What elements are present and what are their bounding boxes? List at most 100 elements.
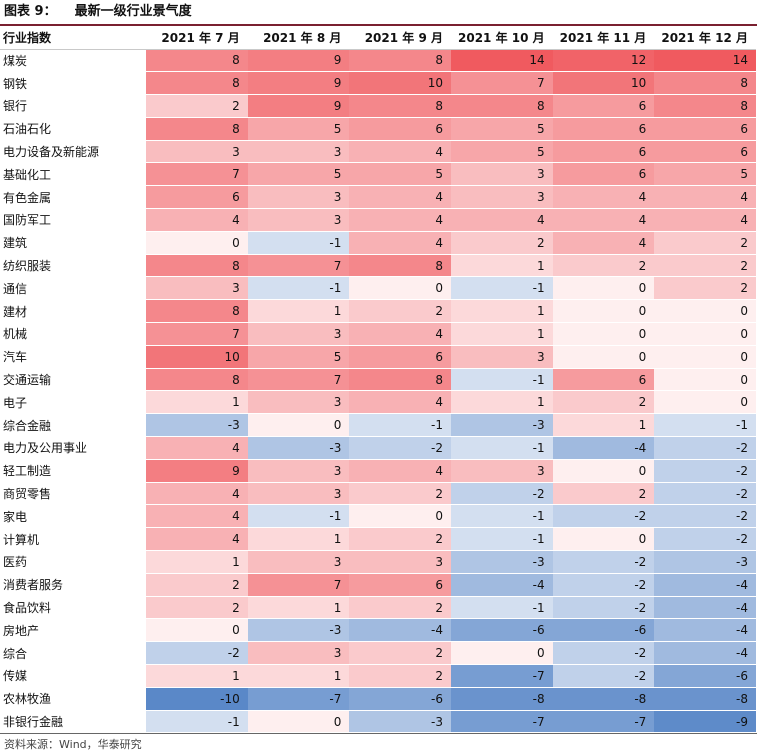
value-cell: 2 — [146, 573, 248, 597]
value-cell: -4 — [552, 436, 655, 460]
value-cell: -3 — [247, 618, 350, 643]
value-cell: 6 — [349, 345, 451, 369]
value-cell: -3 — [146, 413, 248, 438]
table-row: 煤炭 8 9 8 14 12 14 — [0, 49, 756, 73]
value-cell: 4 — [552, 185, 655, 210]
value-cell: 8 — [349, 368, 451, 392]
value-cell: 5 — [654, 162, 756, 187]
value-cell: -2 — [552, 504, 655, 529]
value-cell: -9 — [654, 710, 756, 734]
header-month: 2021 年 9 月 — [349, 27, 451, 50]
value-cell: 1 — [451, 299, 553, 324]
industry-name: 食品饮料 — [0, 596, 147, 620]
industry-name: 综合 — [0, 641, 147, 666]
table-row: 传媒 1 1 2 -7 -2 -6 — [0, 664, 756, 688]
value-cell: 4 — [349, 231, 451, 255]
header-month: 2021 年 11 月 — [552, 27, 655, 50]
value-cell: 7 — [451, 71, 553, 96]
value-cell: -7 — [451, 710, 553, 734]
value-cell: 0 — [247, 413, 350, 438]
value-cell: -1 — [451, 368, 553, 392]
value-cell: 2 — [654, 276, 756, 301]
value-cell: 2 — [146, 596, 248, 620]
value-cell: 9 — [146, 459, 248, 483]
value-cell: -1 — [451, 504, 553, 529]
industry-name: 国防军工 — [0, 208, 147, 232]
value-cell: 9 — [247, 71, 350, 96]
value-cell: 0 — [451, 641, 553, 666]
value-cell: -6 — [451, 618, 553, 643]
value-cell: 0 — [654, 299, 756, 324]
value-cell: 8 — [349, 49, 451, 73]
value-cell: 2 — [146, 94, 248, 118]
value-cell: 4 — [349, 390, 451, 415]
value-cell: 2 — [349, 641, 451, 666]
table-header-row: 行业指数 2021 年 7 月 2021 年 8 月 2021 年 9 月 2021 年… — [0, 27, 756, 50]
industry-name: 房地产 — [0, 618, 147, 643]
value-cell: -1 — [654, 413, 756, 438]
table-row: 非银行金融 -1 0 -3 -7 -7 -9 — [0, 710, 756, 734]
value-cell: 3 — [247, 322, 350, 346]
value-cell: 8 — [654, 94, 756, 118]
value-cell: 12 — [552, 49, 655, 73]
value-cell: 1 — [247, 596, 350, 620]
value-cell: -3 — [451, 550, 553, 574]
value-cell: -2 — [552, 573, 655, 597]
value-cell: 14 — [654, 49, 756, 73]
value-cell: 7 — [146, 322, 248, 346]
value-cell: 6 — [146, 185, 248, 210]
table-row: 交通运输 8 7 8 -1 6 0 — [0, 368, 756, 392]
value-cell: 4 — [349, 322, 451, 346]
value-cell: 5 — [349, 162, 451, 187]
value-cell: 4 — [349, 208, 451, 232]
industry-name: 电力设备及新能源 — [0, 140, 147, 164]
value-cell: 3 — [247, 208, 350, 232]
industry-heatmap-table: 行业指数 2021 年 7 月 2021 年 8 月 2021 年 9 月 2021 年… — [0, 27, 756, 734]
table-row: 食品饮料 2 1 2 -1 -2 -4 — [0, 596, 756, 620]
value-cell: 7 — [146, 162, 248, 187]
value-cell: 3 — [349, 550, 451, 574]
industry-name: 计算机 — [0, 527, 147, 552]
value-cell: -2 — [552, 596, 655, 620]
value-cell: 0 — [552, 322, 655, 346]
value-cell: 4 — [146, 527, 248, 552]
value-cell: -2 — [451, 482, 553, 506]
value-cell: 3 — [451, 162, 553, 187]
value-cell: 0 — [552, 299, 655, 324]
value-cell: 9 — [247, 94, 350, 118]
industry-name: 银行 — [0, 94, 147, 118]
value-cell: 8 — [146, 117, 248, 141]
value-cell: 4 — [552, 231, 655, 255]
value-cell: 6 — [654, 117, 756, 141]
value-cell: 3 — [247, 140, 350, 164]
header-industry: 行业指数 — [0, 27, 147, 50]
title-rule — [0, 24, 757, 26]
table-row: 商贸零售 4 3 2 -2 2 -2 — [0, 482, 756, 506]
value-cell: 1 — [146, 664, 248, 688]
value-cell: -3 — [451, 413, 553, 438]
value-cell: 3 — [247, 641, 350, 666]
industry-name: 家电 — [0, 504, 147, 529]
table-row: 银行 2 9 8 8 6 8 — [0, 94, 756, 118]
value-cell: 4 — [349, 185, 451, 210]
value-cell: -1 — [247, 276, 350, 301]
industry-name: 有色金属 — [0, 185, 147, 210]
value-cell: 6 — [349, 573, 451, 597]
value-cell: 0 — [654, 322, 756, 346]
value-cell: -2 — [654, 459, 756, 483]
value-cell: -8 — [451, 687, 553, 711]
value-cell: 3 — [146, 276, 248, 301]
table-row: 纺织服装 8 7 8 1 2 2 — [0, 254, 756, 278]
industry-name: 非银行金融 — [0, 710, 147, 734]
industry-name: 传媒 — [0, 664, 147, 688]
value-cell: 3 — [451, 459, 553, 483]
value-cell: 4 — [146, 208, 248, 232]
value-cell: -1 — [451, 276, 553, 301]
table-row: 电子 1 3 4 1 2 0 — [0, 390, 756, 415]
industry-name: 轻工制造 — [0, 459, 147, 483]
value-cell: 8 — [146, 49, 248, 73]
value-cell: -4 — [451, 573, 553, 597]
value-cell: 2 — [349, 482, 451, 506]
value-cell: 2 — [552, 482, 655, 506]
value-cell: 6 — [552, 94, 655, 118]
